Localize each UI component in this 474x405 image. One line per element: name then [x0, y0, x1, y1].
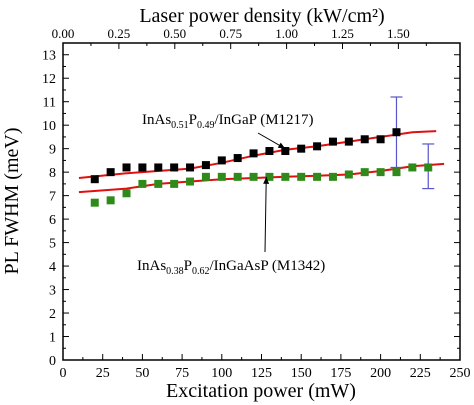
- point-m1342: [360, 168, 369, 177]
- point-m1217: [392, 128, 401, 137]
- top-tick-label: 0.50: [163, 26, 186, 41]
- point-m1342: [201, 172, 210, 181]
- point-m1342: [408, 163, 417, 172]
- top-tick-label: 1.50: [387, 26, 410, 41]
- point-m1342: [376, 168, 385, 177]
- point-m1217: [138, 163, 147, 172]
- point-m1342: [297, 172, 306, 181]
- point-m1217: [186, 163, 195, 172]
- point-m1342: [122, 189, 131, 198]
- y-tick-label: 4: [49, 260, 56, 275]
- y-tick-label: 6: [49, 213, 56, 228]
- y-axis-title: PL FWHM (meV): [1, 127, 23, 274]
- point-m1342: [265, 172, 274, 181]
- point-m1342: [344, 170, 353, 179]
- x-tick-label: 50: [135, 366, 149, 381]
- point-m1217: [154, 163, 163, 172]
- x-tick-label: 150: [291, 366, 312, 381]
- x-tick-label: 175: [330, 366, 351, 381]
- point-m1342: [392, 168, 401, 177]
- point-m1217: [201, 161, 210, 170]
- point-m1342: [217, 172, 226, 181]
- x-tick-label: 100: [211, 366, 232, 381]
- point-m1342: [154, 179, 163, 188]
- point-m1217: [265, 147, 274, 156]
- y-tick-label: 5: [49, 237, 56, 252]
- y-tick-label: 1: [49, 331, 56, 346]
- point-m1217: [313, 142, 322, 151]
- x-tick-label: 225: [410, 366, 431, 381]
- point-m1342: [249, 172, 258, 181]
- point-m1217: [170, 163, 179, 172]
- point-m1342: [424, 163, 433, 172]
- point-m1217: [90, 175, 99, 184]
- top-tick-label: 1.25: [331, 26, 354, 41]
- point-m1342: [106, 196, 115, 205]
- axis-ticks: 0 25 50 75 100 125 150 175 200 225 250012345678910…: [42, 26, 471, 381]
- point-m1342: [328, 172, 337, 181]
- point-m1342: [138, 179, 147, 188]
- point-m1217: [106, 168, 115, 177]
- x-tick-label: 200: [370, 366, 391, 381]
- y-tick-label: 8: [49, 166, 56, 181]
- top-tick-label: 0.00: [52, 26, 75, 41]
- y-tick-label: 10: [42, 119, 56, 134]
- point-m1342: [313, 172, 322, 181]
- plot-frame: [62, 42, 461, 361]
- point-m1342: [186, 177, 195, 186]
- x-tick-label: 125: [251, 366, 272, 381]
- top-axis-title: Laser power density (kW/cm²): [139, 5, 384, 27]
- point-m1217: [328, 137, 337, 146]
- point-m1342: [233, 172, 242, 181]
- point-m1342: [90, 198, 99, 207]
- point-m1217: [281, 147, 290, 156]
- annotation-arrows: [257, 132, 286, 253]
- top-tick-label: 0.25: [108, 26, 131, 41]
- x-axis-title: Excitation power (mW): [166, 380, 356, 402]
- point-m1217: [344, 137, 353, 146]
- point-m1217: [376, 135, 385, 144]
- x-tick-label: 250: [450, 366, 471, 381]
- x-tick-label: 25: [96, 366, 110, 381]
- x-tick-label: 75: [175, 366, 189, 381]
- y-tick-label: 0: [49, 354, 56, 369]
- point-m1217: [233, 154, 242, 163]
- annotation-arrowhead: [263, 176, 270, 184]
- annotation-arrow: [264, 176, 267, 253]
- y-tick-label: 9: [49, 143, 56, 158]
- point-m1217: [249, 149, 258, 158]
- annotation-m1342: InAs0.38P0.62/InGaAsP (M1342): [137, 258, 325, 277]
- y-tick-label: 7: [49, 190, 56, 205]
- y-tick-label: 12: [42, 72, 56, 87]
- top-tick-label: 1.00: [275, 26, 298, 41]
- y-tick-label: 3: [49, 284, 56, 299]
- point-m1342: [281, 172, 290, 181]
- point-m1217: [297, 144, 306, 153]
- y-tick-label: 11: [43, 96, 56, 111]
- annotation-arrowhead: [277, 142, 286, 149]
- point-m1217: [122, 163, 131, 172]
- point-m1342: [170, 179, 179, 188]
- fit-line: [78, 162, 445, 194]
- fit-lines: [78, 130, 445, 194]
- point-m1217: [360, 135, 369, 144]
- top-tick-label: 0.75: [219, 26, 242, 41]
- point-m1217: [217, 156, 226, 165]
- x-tick-label: 0: [60, 366, 67, 381]
- y-tick-label: 2: [49, 307, 56, 322]
- annotation-m1217: InAs0.51P0.49/InGaP (M1217): [142, 112, 314, 131]
- data-points: [90, 128, 433, 207]
- y-tick-label: 13: [42, 49, 56, 64]
